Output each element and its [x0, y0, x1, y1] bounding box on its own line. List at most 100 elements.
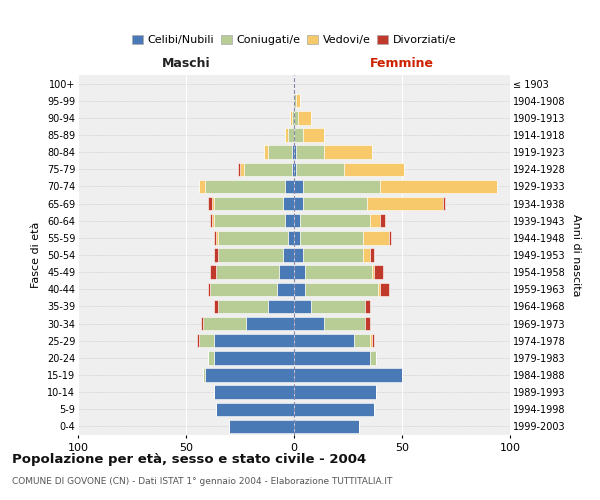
Bar [264, 146, 268, 159]
Bar [214, 334, 294, 347]
Y-axis label: Fasce di età: Fasce di età [31, 222, 41, 288]
Bar [294, 300, 311, 313]
Bar [296, 94, 301, 108]
Bar [294, 248, 302, 262]
Bar [294, 351, 370, 364]
Bar [294, 94, 296, 108]
Bar [286, 128, 287, 141]
Bar [294, 214, 301, 228]
Bar [208, 197, 212, 210]
Bar [201, 317, 203, 330]
Bar [218, 231, 287, 244]
Bar [214, 351, 294, 364]
Bar [294, 197, 302, 210]
Bar [372, 266, 374, 279]
Text: Maschi: Maschi [161, 57, 211, 70]
Bar [268, 146, 292, 159]
Bar [365, 317, 370, 330]
Bar [305, 282, 378, 296]
Bar [294, 128, 302, 141]
Bar [216, 402, 294, 416]
Bar [380, 180, 497, 193]
Bar [199, 334, 214, 347]
Bar [292, 162, 294, 176]
Bar [311, 300, 365, 313]
Bar [294, 111, 298, 124]
Bar [296, 146, 324, 159]
Bar [380, 214, 385, 228]
Bar [283, 197, 294, 210]
Bar [292, 111, 294, 124]
Bar [286, 214, 294, 228]
Bar [205, 180, 286, 193]
Bar [294, 402, 374, 416]
Bar [208, 282, 210, 296]
Text: COMUNE DI GOVONE (CN) - Dati ISTAT 1° gennaio 2004 - Elaborazione TUTTITALIA.IT: COMUNE DI GOVONE (CN) - Dati ISTAT 1° ge… [12, 478, 392, 486]
Bar [294, 266, 305, 279]
Bar [214, 248, 218, 262]
Bar [372, 334, 374, 347]
Bar [203, 317, 247, 330]
Bar [294, 282, 305, 296]
Bar [302, 180, 380, 193]
Bar [294, 180, 302, 193]
Bar [287, 231, 294, 244]
Bar [210, 282, 277, 296]
Bar [214, 214, 286, 228]
Bar [218, 300, 268, 313]
Bar [212, 197, 214, 210]
Bar [301, 214, 370, 228]
Text: Femmine: Femmine [370, 57, 434, 70]
Bar [302, 248, 363, 262]
Bar [214, 197, 283, 210]
Bar [324, 317, 365, 330]
Bar [378, 282, 380, 296]
Bar [197, 334, 199, 347]
Bar [216, 266, 279, 279]
Bar [344, 162, 404, 176]
Bar [294, 146, 296, 159]
Bar [389, 231, 391, 244]
Bar [365, 300, 370, 313]
Bar [216, 231, 218, 244]
Bar [210, 214, 212, 228]
Bar [287, 128, 294, 141]
Bar [298, 111, 311, 124]
Y-axis label: Anni di nascita: Anni di nascita [571, 214, 581, 296]
Bar [279, 266, 294, 279]
Bar [294, 231, 301, 244]
Bar [247, 317, 294, 330]
Bar [355, 334, 370, 347]
Bar [199, 180, 205, 193]
Bar [380, 282, 389, 296]
Bar [294, 162, 296, 176]
Bar [244, 162, 292, 176]
Bar [370, 351, 376, 364]
Bar [212, 214, 214, 228]
Bar [290, 111, 292, 124]
Bar [238, 162, 240, 176]
Bar [374, 266, 383, 279]
Legend: Celibi/Nubili, Coniugati/e, Vedovi/e, Divorziati/e: Celibi/Nubili, Coniugati/e, Vedovi/e, Di… [127, 30, 461, 50]
Bar [305, 266, 372, 279]
Bar [370, 248, 374, 262]
Bar [214, 300, 218, 313]
Bar [363, 231, 389, 244]
Bar [203, 368, 205, 382]
Bar [367, 197, 443, 210]
Bar [292, 146, 294, 159]
Bar [301, 231, 363, 244]
Bar [302, 128, 324, 141]
Bar [240, 162, 244, 176]
Bar [214, 386, 294, 399]
Bar [294, 420, 359, 433]
Bar [283, 248, 294, 262]
Bar [370, 334, 372, 347]
Bar [296, 162, 344, 176]
Bar [277, 282, 294, 296]
Bar [294, 386, 376, 399]
Text: Popolazione per età, sesso e stato civile - 2004: Popolazione per età, sesso e stato civil… [12, 452, 366, 466]
Bar [363, 248, 370, 262]
Bar [286, 180, 294, 193]
Bar [229, 420, 294, 433]
